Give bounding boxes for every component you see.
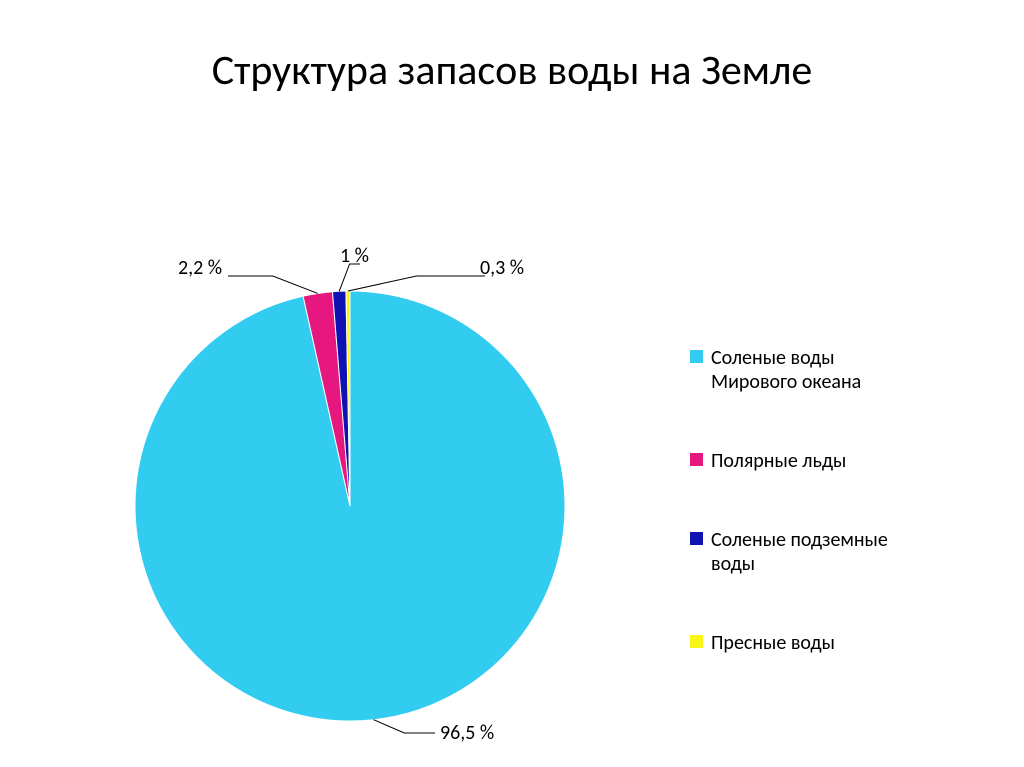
chart-area: 96,5 % 2,2 % 1 % 0,3 % Соленые воды Миро…	[0, 96, 1024, 736]
legend-label: Соленые подземные воды	[711, 528, 911, 576]
callout-salt-ocean: 96,5 %	[440, 721, 494, 745]
legend-label: Соленые воды Мирового океана	[711, 346, 911, 394]
legend-item: Соленые воды Мирового океана	[690, 346, 911, 394]
legend-item: Полярные льды	[690, 449, 911, 473]
legend: Соленые воды Мирового океана Полярные ль…	[690, 346, 911, 710]
legend-swatch-icon	[690, 635, 703, 648]
legend-swatch-icon	[690, 532, 703, 545]
callout-line	[228, 276, 318, 293]
callout-line	[348, 276, 485, 291]
callout-fresh: 0,3 %	[480, 256, 524, 280]
callout-polar-ice: 2,2 %	[178, 256, 222, 280]
legend-item: Соленые подземные воды	[690, 528, 911, 576]
legend-label: Полярные льды	[711, 449, 846, 473]
legend-swatch-icon	[690, 350, 703, 363]
legend-label: Пресные воды	[711, 631, 835, 655]
legend-swatch-icon	[690, 453, 703, 466]
chart-title: Структура запасов воды на Земле	[0, 0, 1024, 96]
legend-item: Пресные воды	[690, 631, 911, 655]
callout-line	[374, 720, 435, 733]
callout-underground: 1 %	[340, 244, 369, 268]
callout-line	[339, 264, 360, 291]
